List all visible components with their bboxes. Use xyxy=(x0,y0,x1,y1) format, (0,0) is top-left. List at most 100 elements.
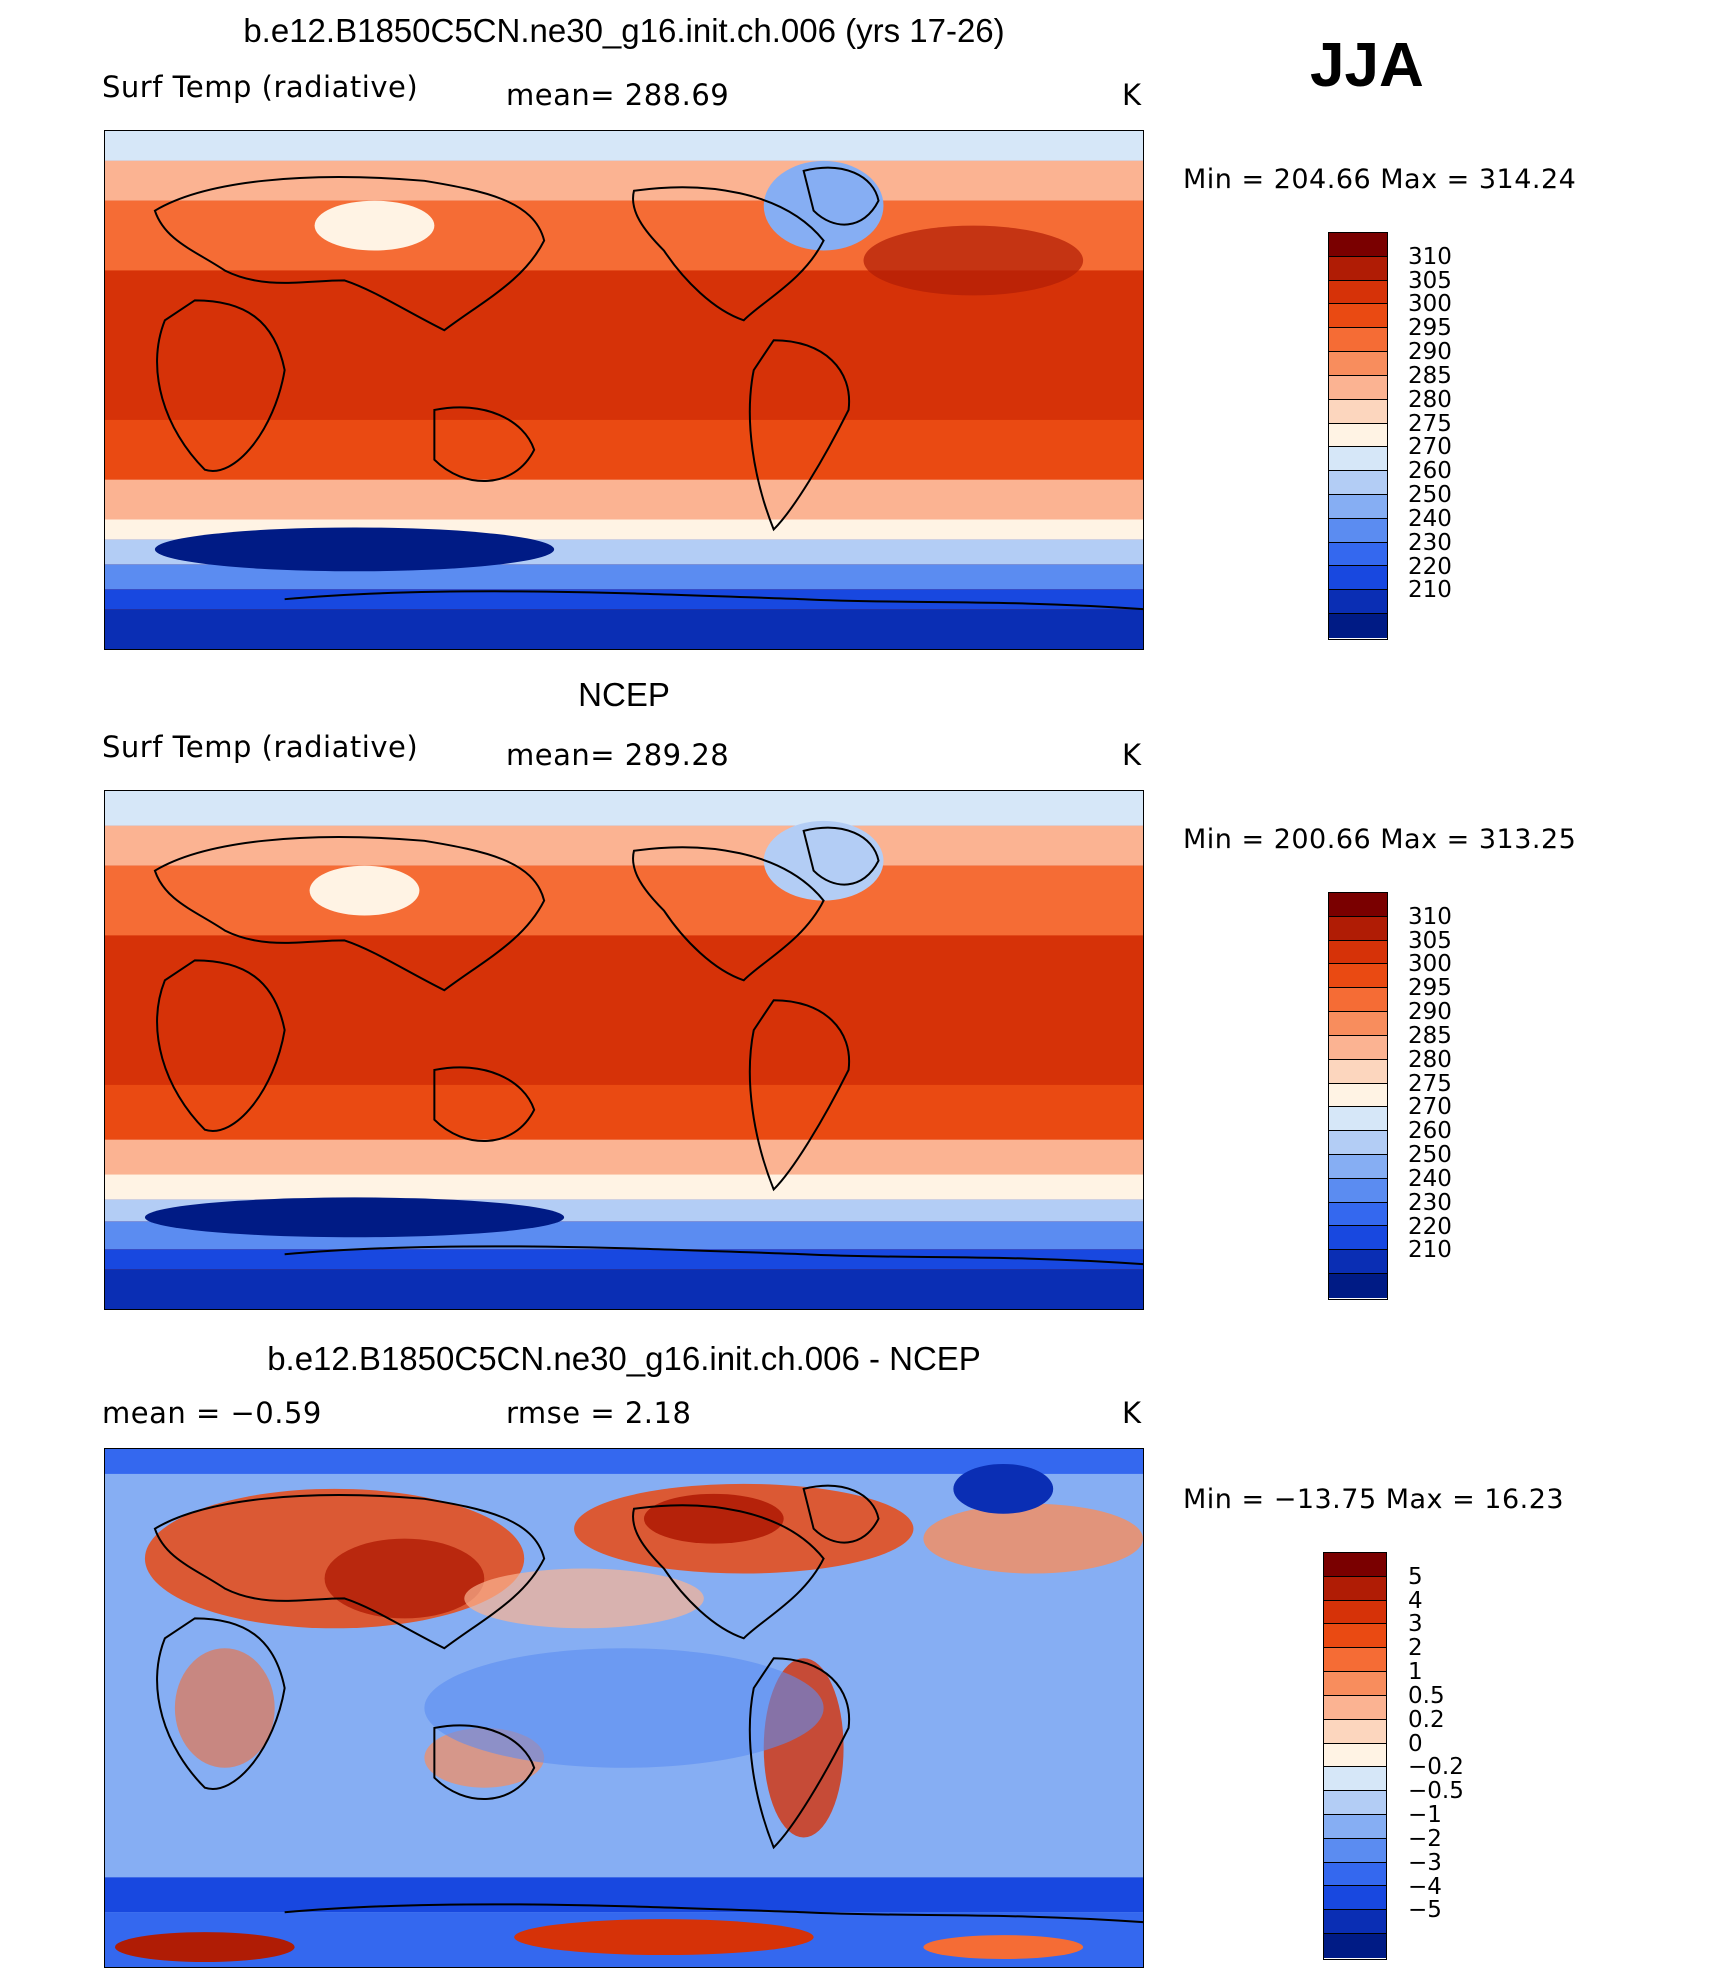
colorbar-tick-label: 3 xyxy=(1408,1611,1423,1638)
units-label-model: K xyxy=(1122,78,1142,112)
colorbar-cell xyxy=(1329,1083,1387,1108)
colorbar-cell xyxy=(1329,1154,1387,1179)
colorbar-tick-label: 295 xyxy=(1408,315,1452,342)
colorbar-cell xyxy=(1324,1767,1386,1792)
colorbar-cell xyxy=(1329,1178,1387,1203)
colorbar-tick-label: 285 xyxy=(1408,1022,1452,1049)
colorbar-cell xyxy=(1329,280,1387,305)
colorbar-tick-label: 300 xyxy=(1408,291,1452,318)
colorbar-cell xyxy=(1329,964,1387,989)
colorbar-cell xyxy=(1329,893,1387,917)
mean-label-obs: mean= 289.28 xyxy=(506,738,730,772)
diff-mean-label: mean = −0.59 xyxy=(102,1396,322,1430)
colorbar-cell xyxy=(1329,614,1387,638)
colorbar-cell xyxy=(1329,1131,1387,1155)
colorbar-cell xyxy=(1324,1695,1386,1720)
colorbar-cell xyxy=(1324,1553,1386,1577)
colorbar-cell xyxy=(1324,1934,1386,1958)
colorbar-cell xyxy=(1329,256,1387,281)
map-diff-plot xyxy=(105,1449,1143,1967)
colorbar-tick-label: 0 xyxy=(1408,1730,1423,1757)
colorbar-tick-label: 300 xyxy=(1408,951,1452,978)
colorbar-tick-label: −1 xyxy=(1408,1802,1442,1829)
minmax-obs: Min = 200.66 Max = 313.25 xyxy=(1183,824,1577,855)
colorbar-cell xyxy=(1329,304,1387,329)
map-diff xyxy=(104,1448,1144,1968)
colorbar-tick-label: −4 xyxy=(1408,1873,1442,1900)
colorbar-cell xyxy=(1324,1719,1386,1744)
colorbar-cell xyxy=(1329,940,1387,965)
map-model xyxy=(104,130,1144,650)
colorbar-cell xyxy=(1329,566,1387,591)
diff-rmse-label: rmse = 2.18 xyxy=(506,1396,692,1430)
colorbar-diff xyxy=(1323,1552,1387,1960)
colorbar-tick-label: 4 xyxy=(1408,1587,1423,1614)
colorbar-cell xyxy=(1329,590,1387,614)
colorbar-tick-label: 310 xyxy=(1408,243,1452,270)
map-obs-plot xyxy=(105,791,1143,1309)
colorbar-cell xyxy=(1329,233,1387,257)
colorbar-tick-label: 285 xyxy=(1408,362,1452,389)
mean-label-model: mean= 288.69 xyxy=(506,78,730,112)
colorbar-cell xyxy=(1329,352,1387,376)
minmax-diff: Min = −13.75 Max = 16.23 xyxy=(1183,1484,1565,1515)
colorbar-cell xyxy=(1329,328,1387,353)
colorbar-tick-label: 305 xyxy=(1408,267,1452,294)
colorbar-cell xyxy=(1329,988,1387,1013)
units-label-diff: K xyxy=(1122,1396,1142,1430)
variable-label-obs: Surf Temp (radiative) xyxy=(102,730,419,764)
season-label: JJA xyxy=(1310,31,1424,100)
colorbar-tick-label: 275 xyxy=(1408,410,1452,437)
map-obs xyxy=(104,790,1144,1310)
colorbar-tick-label: −5 xyxy=(1408,1897,1442,1924)
colorbar-tick-label: 280 xyxy=(1408,386,1452,413)
colorbar-tick-label: 230 xyxy=(1408,1189,1452,1216)
colorbar-tick-label: 0.5 xyxy=(1408,1682,1445,1709)
colorbar-tick-label: −3 xyxy=(1408,1849,1442,1876)
units-label-obs: K xyxy=(1122,738,1142,772)
colorbar-cell xyxy=(1324,1910,1386,1934)
colorbar-tick-label: 2 xyxy=(1408,1635,1423,1662)
colorbar-tick-label: 290 xyxy=(1408,999,1452,1026)
colorbar-cell xyxy=(1329,423,1387,448)
colorbar-tick-label: 1 xyxy=(1408,1659,1423,1686)
colorbar-cell xyxy=(1324,1648,1386,1673)
map-model-plot xyxy=(105,131,1143,649)
colorbar-tick-label: 305 xyxy=(1408,927,1452,954)
colorbar-tick-label: −0.2 xyxy=(1408,1754,1464,1781)
colorbar-tick-label: 280 xyxy=(1408,1046,1452,1073)
colorbar-cell xyxy=(1329,1012,1387,1036)
colorbar-cell xyxy=(1324,1576,1386,1601)
colorbar-cell xyxy=(1329,1035,1387,1060)
colorbar-cell xyxy=(1329,1250,1387,1274)
colorbar-tick-label: 230 xyxy=(1408,529,1452,556)
colorbar-tick-label: −0.5 xyxy=(1408,1778,1464,1805)
colorbar-tick-label: 310 xyxy=(1408,903,1452,930)
colorbar-tick-label: 270 xyxy=(1408,434,1452,461)
colorbar-cell xyxy=(1329,1107,1387,1132)
colorbar-tick-label: 275 xyxy=(1408,1070,1452,1097)
colorbar-obs xyxy=(1328,892,1388,1300)
colorbar-tick-label: 260 xyxy=(1408,1118,1452,1145)
colorbar-tick-label: 5 xyxy=(1408,1563,1423,1590)
colorbar-cell xyxy=(1324,1814,1386,1839)
colorbar-tick-label: 210 xyxy=(1408,577,1452,604)
colorbar-cell xyxy=(1329,518,1387,543)
panel-title-diff: b.e12.B1850C5CN.ne30_g16.init.ch.006 - N… xyxy=(267,1340,981,1377)
colorbar-tick-label: 220 xyxy=(1408,1213,1452,1240)
colorbar-cell xyxy=(1324,1862,1386,1887)
colorbar-cell xyxy=(1324,1743,1386,1768)
colorbar-cell xyxy=(1329,1226,1387,1251)
colorbar-tick-label: 250 xyxy=(1408,1142,1452,1169)
colorbar-cell xyxy=(1324,1624,1386,1649)
colorbar-cell xyxy=(1329,1202,1387,1227)
colorbar-cell xyxy=(1329,1059,1387,1084)
colorbar-model xyxy=(1328,232,1388,640)
colorbar-cell xyxy=(1329,916,1387,941)
colorbar-tick-label: −2 xyxy=(1408,1825,1442,1852)
colorbar-cell xyxy=(1324,1791,1386,1815)
colorbar-cell xyxy=(1329,399,1387,424)
colorbar-tick-label: 270 xyxy=(1408,1094,1452,1121)
colorbar-tick-label: 290 xyxy=(1408,339,1452,366)
panel-title-model: b.e12.B1850C5CN.ne30_g16.init.ch.006 (yr… xyxy=(243,12,1005,49)
